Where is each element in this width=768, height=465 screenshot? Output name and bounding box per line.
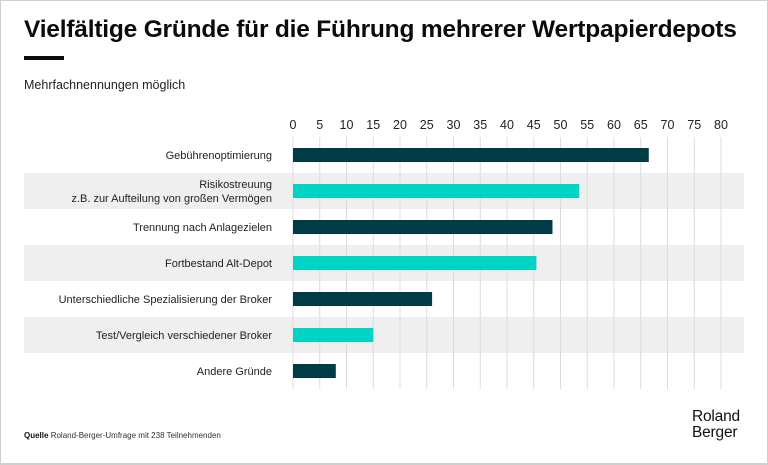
logo-line-1: Roland [692,408,740,425]
x-tick-label: 15 [366,118,380,132]
bar [293,220,553,234]
x-tick-label: 45 [527,118,541,132]
category-label: z.B. zur Aufteilung von großen Vermögen [71,193,272,205]
category-label: Gebührenoptimierung [166,150,272,162]
x-tick-label: 80 [714,118,728,132]
x-tick-label: 35 [473,118,487,132]
x-tick-label: 60 [607,118,621,132]
category-label: Test/Vergleich verschiedener Broker [96,330,272,342]
category-label: Fortbestand Alt-Depot [165,258,272,270]
x-tick-label: 50 [554,118,568,132]
x-tick-label: 5 [316,118,323,132]
x-tick-label: 10 [340,118,354,132]
bar [293,148,649,162]
chart-title: Vielfältige Gründe für die Führung mehre… [24,16,737,43]
chart-subtitle: Mehrfachnennungen möglich [24,78,186,92]
bar [293,292,433,306]
category-label: Trennung nach Anlagezielen [133,222,272,234]
x-tick-label: 65 [634,118,648,132]
source-note: Quelle Roland-Berger-Umfrage mit 238 Tei… [24,431,221,440]
category-label: Unterschiedliche Spezialisierung der Bro… [59,294,273,306]
x-tick-label: 0 [290,118,297,132]
x-tick-label: 25 [420,118,434,132]
source-label: Quelle [24,431,49,440]
row-band [24,317,744,353]
x-tick-label: 75 [687,118,701,132]
x-tick-label: 55 [580,118,594,132]
bars [293,148,649,378]
bar [293,184,580,198]
bar [293,364,336,378]
logo-line-2: Berger [692,424,738,441]
source-text: Roland-Berger-Umfrage mit 238 Teilnehmen… [50,431,221,440]
x-axis-ticks: 0 5 10 15 20 25 30 35 40 45 50 55 60 65 70 75 80 [290,118,728,132]
bar [293,328,374,342]
title-underline [24,56,64,60]
category-label: Risikostreuung [199,179,272,191]
row-bands [24,173,744,353]
x-tick-label: 40 [500,118,514,132]
category-labels: Gebührenoptimierung Risikostreuung z.B. zu… [59,150,273,378]
category-label: Andere Gründe [197,366,272,378]
bar [293,256,537,270]
x-tick-label: 70 [661,118,675,132]
x-tick-label: 20 [393,118,407,132]
roland-berger-logo: Roland Berger [692,409,740,441]
x-tick-label: 30 [447,118,461,132]
